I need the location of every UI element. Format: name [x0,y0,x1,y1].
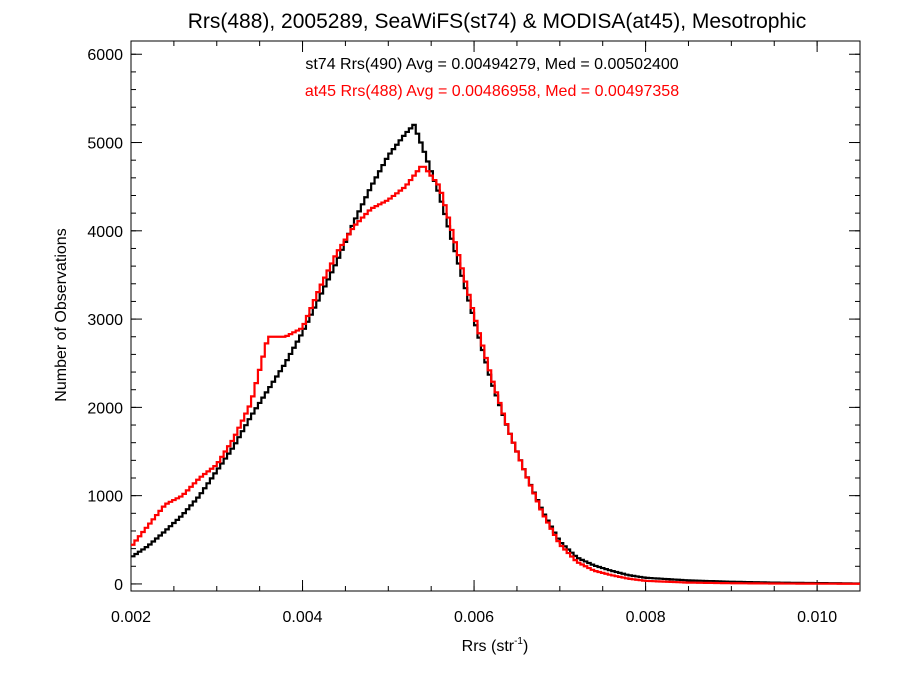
annotation-at45: at45 Rrs(488) Avg = 0.00486958, Med = 0.… [305,83,679,100]
histogram-series-1 [131,165,860,585]
x-tick-label: 0.006 [454,609,494,626]
y-tick-label: 1000 [87,489,123,506]
histogram-series-0 [131,123,860,585]
chart-title: Rrs(488), 2005289, SeaWiFS(st74) & MODIS… [188,10,807,33]
y-tick-label: 6000 [87,47,123,64]
x-tick-label: 0.002 [111,609,151,626]
annotation-st74: st74 Rrs(490) Avg = 0.00494279, Med = 0.… [305,56,678,73]
y-axis-label: Number of Observations [53,228,70,401]
y-tick-label: 4000 [87,224,123,241]
x-axis-label: Rrs (str-1) [462,636,529,655]
x-axis-label-suffix: ) [523,638,528,655]
y-axis: 0 1000 2000 3000 4000 5000 6000 [87,47,860,594]
x-axis-label-main: Rrs (str [462,638,515,655]
y-tick-label: 5000 [87,136,123,153]
x-axis: 0.002 0.004 0.006 0.008 0.010 [111,41,861,626]
y-tick-label: 3000 [87,312,123,329]
x-axis-label-superscript: -1 [514,636,523,647]
y-tick-label: 0 [114,577,123,594]
plot-frame [130,40,861,592]
y-tick-label: 2000 [87,400,123,417]
x-tick-label: 0.004 [283,609,323,626]
x-tick-label: 0.008 [626,609,666,626]
x-tick-label: 0.010 [797,609,837,626]
series-layer [131,123,860,585]
